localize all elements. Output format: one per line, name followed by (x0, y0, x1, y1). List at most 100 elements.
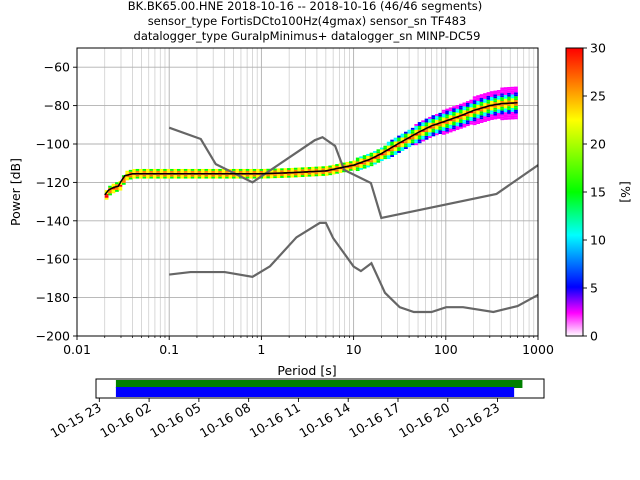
density-cell (111, 189, 116, 192)
density-cell (180, 170, 185, 173)
density-cell (376, 155, 381, 157)
density-cell (318, 168, 322, 171)
density-cell (404, 139, 408, 142)
density-cell (421, 128, 425, 130)
density-cell (448, 111, 453, 114)
density-cell (514, 113, 518, 116)
noise-model-lower-line (169, 221, 538, 314)
density-cell (373, 154, 377, 157)
colorbar-tick-label: 0 (590, 329, 598, 344)
density-cell (445, 124, 450, 126)
density-cell (459, 121, 463, 123)
colorbar-tick-label: 25 (590, 89, 606, 104)
density-cell (493, 115, 498, 118)
density-cell (493, 102, 498, 105)
density-cell (424, 122, 429, 125)
density-cell (328, 171, 333, 174)
density-cell (159, 174, 164, 177)
density-cell (410, 135, 415, 138)
density-cell (445, 114, 450, 117)
density-cell (197, 174, 202, 177)
density-cell (369, 154, 374, 157)
density-cell (218, 168, 223, 171)
density-cell (204, 174, 209, 177)
density-cell (514, 90, 518, 93)
density-cell (359, 160, 364, 163)
density-cell (448, 113, 453, 116)
density-cell (445, 131, 450, 134)
density-cell (479, 101, 484, 104)
density-cell (455, 120, 460, 123)
density-cell (438, 126, 443, 129)
density-cell (434, 127, 439, 130)
density-cell (187, 174, 192, 177)
y-axis-ticks: −200 −180 −160 −140 −120 −100 −80 −60 (36, 60, 77, 344)
density-cell (500, 91, 505, 94)
density-cell (142, 168, 147, 171)
density-cell (469, 103, 474, 106)
density-cell (455, 118, 460, 121)
density-cell (111, 185, 116, 188)
density-cell (348, 167, 353, 169)
density-cell (128, 177, 133, 180)
density-cell (448, 122, 453, 125)
density-cell (393, 151, 398, 154)
density-cell (483, 120, 487, 122)
density-cell (252, 176, 257, 179)
density-cell (194, 170, 198, 173)
density-cell (397, 150, 401, 153)
density-cell (472, 123, 477, 126)
density-cell (496, 91, 501, 94)
density-cell (438, 114, 443, 117)
density-cell (328, 173, 333, 176)
density-cell (183, 170, 188, 173)
data-available-bar (115, 380, 523, 388)
density-cell (386, 157, 391, 160)
density-cell (400, 135, 405, 138)
density-cell (393, 149, 398, 152)
density-cell (441, 111, 446, 114)
density-cell (297, 175, 302, 178)
density-cell (479, 99, 484, 102)
density-cell (214, 170, 219, 173)
density-cell (431, 122, 436, 125)
density-cell (472, 119, 477, 122)
chart-title-line-3: datalogger_type GuralpMinimus+ datalogge… (134, 29, 481, 43)
density-cell (417, 127, 422, 130)
coverage-tick-label: 10-15 23 (48, 400, 104, 441)
density-cell (390, 151, 395, 154)
density-cell (269, 170, 274, 173)
density-cell (434, 119, 439, 122)
density-cell (111, 191, 116, 194)
density-cell (452, 121, 456, 124)
density-cell (259, 168, 264, 171)
density-cell (194, 168, 198, 171)
density-cell (262, 176, 267, 179)
density-cell (293, 169, 298, 172)
density-cell (373, 152, 377, 155)
x-axis-label: Period [s] (277, 363, 336, 378)
density-cell (462, 108, 467, 111)
density-cell (486, 115, 491, 118)
density-cell (514, 111, 518, 114)
density-cell (352, 160, 357, 163)
density-cell (496, 90, 501, 92)
density-cell (163, 174, 167, 177)
density-cell (445, 129, 450, 132)
density-cell (311, 174, 315, 177)
density-cell (441, 125, 446, 128)
density-cell (159, 168, 164, 171)
density-cell (514, 107, 518, 110)
density-cell (276, 168, 281, 171)
density-cell (503, 87, 508, 90)
density-cell (207, 170, 212, 173)
density-cell (338, 163, 343, 166)
density-cell (503, 112, 508, 115)
density-cell (483, 100, 487, 103)
density-cell (479, 109, 484, 112)
density-cell (404, 131, 408, 134)
density-cell (276, 174, 281, 177)
density-cell (465, 101, 470, 104)
density-cell (283, 168, 288, 171)
density-cell (366, 163, 370, 166)
